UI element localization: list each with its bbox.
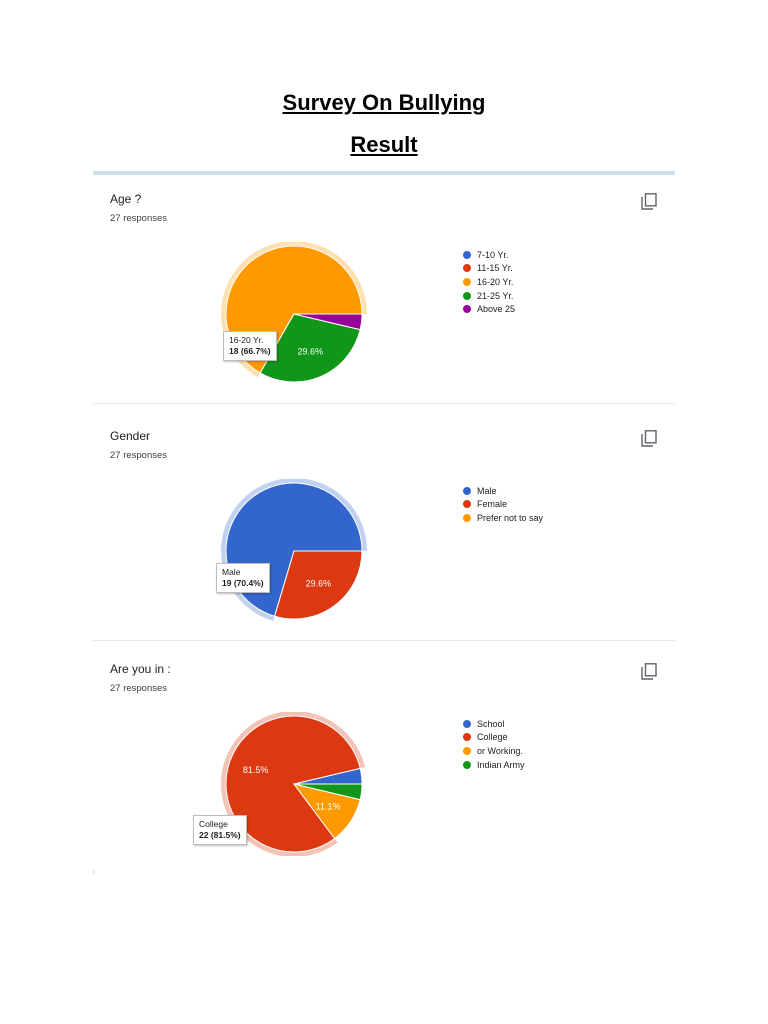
legend-label: Prefer not to say [477, 512, 544, 523]
legend-label: or Working. [477, 745, 523, 756]
pie-slice[interactable] [293, 783, 363, 801]
legend-swatch [463, 264, 471, 273]
slice-label: 81.5% [243, 765, 269, 775]
pie-chart: 29.6% [221, 242, 367, 383]
legend-swatch [463, 513, 471, 522]
legend-label: College [477, 732, 508, 743]
question-title: Gender [110, 429, 151, 443]
pie-slice[interactable] [273, 550, 363, 620]
page-mark [93, 870, 94, 874]
legend-swatch [463, 305, 471, 314]
legend-item: Prefer not to say [463, 511, 543, 525]
chart-card-gender: Gender 27 responses 29.6% Male Female Pref… [93, 412, 675, 641]
legend-label: Female [477, 499, 508, 510]
pie-chart: 81.5% 11.1% [221, 712, 366, 856]
legend-item: Indian Army [463, 758, 525, 772]
chart-card-age: Age ? 27 responses 29.6% 7-10 Yr. 11-15 Y… [93, 175, 675, 404]
legend-swatch [463, 500, 471, 509]
response-count: 27 responses [110, 450, 168, 461]
chart-tooltip: College 22 (81.5%) [193, 815, 247, 845]
legend-label: 11-15 Yr. [477, 263, 513, 274]
tooltip-value: 18 (66.7%) [229, 346, 271, 356]
legend-label: 7-10 Yr. [477, 249, 509, 260]
tooltip-label: College [199, 819, 228, 829]
response-count: 27 responses [110, 683, 168, 694]
chart-card-occupation: Are you in : 27 responses 81.5% 11.1% Sch… [93, 645, 675, 867]
slice-label: 29.6% [306, 579, 332, 589]
legend-swatch [463, 291, 471, 300]
legend-swatch [463, 277, 471, 286]
legend-item: or Working. [463, 744, 525, 758]
legend-swatch [463, 746, 471, 755]
chart-legend: Male Female Prefer not to say [463, 484, 543, 525]
section-divider [93, 171, 675, 175]
legend-label: Male [477, 485, 497, 496]
legend-swatch [463, 250, 471, 259]
legend-item: Female [463, 498, 543, 512]
legend-item: 16-20 Yr. [463, 275, 515, 289]
legend-item: 7-10 Yr. [463, 248, 515, 262]
legend-item: 21-25 Yr. [463, 289, 515, 303]
chart-tooltip: Male 19 (70.4%) [216, 563, 270, 593]
chart-legend: School College or Working. Indian Army [463, 717, 525, 771]
tooltip-value: 19 (70.4%) [222, 578, 264, 588]
legend-label: 16-20 Yr. [477, 276, 514, 287]
copy-icon[interactable] [641, 663, 657, 680]
slice-label: 11.1% [316, 801, 341, 811]
chart-tooltip: 16-20 Yr. 18 (66.7%) [223, 331, 277, 361]
tooltip-label: Male [222, 567, 241, 577]
legend-swatch [463, 486, 471, 495]
legend-label: Above 25 [477, 304, 516, 315]
tooltip-value: 22 (81.5%) [199, 830, 241, 840]
legend-label: School [477, 718, 505, 729]
copy-icon[interactable] [641, 193, 657, 210]
legend-swatch [463, 733, 471, 742]
copy-icon[interactable] [641, 430, 657, 447]
legend-item: College [463, 731, 525, 745]
question-title: Age ? [110, 192, 142, 206]
legend-item: Male [463, 484, 543, 498]
pie-slice[interactable] [259, 313, 361, 383]
legend-item: Above 25 [463, 302, 515, 316]
legend-label: 21-25 Yr. [477, 290, 514, 301]
question-title: Are you in : [110, 662, 171, 676]
tooltip-label: 16-20 Yr. [229, 335, 264, 345]
slice-label: 29.6% [297, 346, 323, 356]
legend-label: Indian Army [477, 759, 525, 770]
page-title: Survey On Bullying [282, 90, 486, 115]
pie-slice[interactable] [225, 715, 361, 853]
legend-item: School [463, 717, 525, 731]
pie-chart: 29.6% [221, 479, 367, 621]
legend-item: 11-15 Yr. [463, 262, 515, 276]
response-count: 27 responses [110, 213, 168, 224]
legend-swatch [463, 719, 471, 728]
page-subtitle: Result [350, 132, 418, 157]
pie-slice[interactable] [293, 313, 363, 331]
legend-swatch [463, 760, 471, 769]
chart-legend: 7-10 Yr. 11-15 Yr. 16-20 Yr. 21-25 Yr. Above… [463, 248, 515, 316]
